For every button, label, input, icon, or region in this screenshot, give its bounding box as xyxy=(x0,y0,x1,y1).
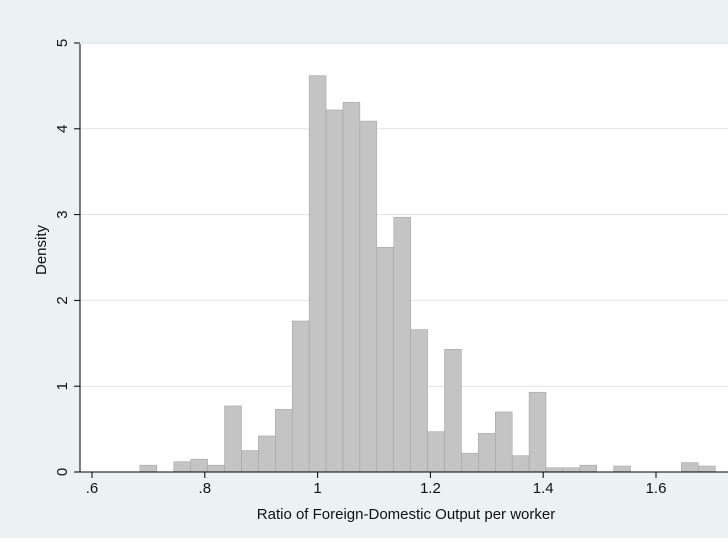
histogram-bar-28 xyxy=(698,465,716,473)
histogram-bar-21 xyxy=(511,455,530,473)
histogram-bar-19 xyxy=(478,433,496,473)
histogram-bar-4 xyxy=(224,405,242,473)
histogram-bar-25 xyxy=(579,464,598,473)
histogram-bar-22 xyxy=(528,391,547,473)
histogram-bar-12 xyxy=(359,120,378,473)
histogram-bar-1 xyxy=(173,461,191,473)
histogram-bar-18 xyxy=(461,452,479,473)
axes xyxy=(79,44,728,473)
histogram-bar-17 xyxy=(444,349,462,473)
x-tick-label: 1.2 xyxy=(420,480,441,497)
histogram-bar-16 xyxy=(427,431,445,473)
histogram-bar-10 xyxy=(325,109,344,473)
y-tick-label: 2 xyxy=(54,296,71,304)
y-tick-label: 4 xyxy=(54,125,71,133)
histogram-bar-20 xyxy=(495,411,513,473)
x-tick-label: .6 xyxy=(86,480,99,497)
histogram-bar-6 xyxy=(258,435,276,473)
axis-ticks: .6 .8 1 1.2 1.4 1.6 0 1 2 3 4 5 xyxy=(54,39,666,497)
x-tick-label: 1.4 xyxy=(533,480,554,497)
histogram-bar-7 xyxy=(275,409,293,473)
histogram-bar-23 xyxy=(545,467,564,473)
histogram-bar-0 xyxy=(139,464,158,473)
histogram-bar-9 xyxy=(308,75,327,473)
y-axis-label: Density xyxy=(33,224,50,275)
histogram-bar-26 xyxy=(613,465,631,473)
histogram-bar-2 xyxy=(190,458,208,473)
y-tick-label: 3 xyxy=(54,210,71,218)
x-tick-label: .8 xyxy=(199,480,212,497)
y-tick-label: 0 xyxy=(54,468,71,476)
y-tick-label: 5 xyxy=(54,39,71,47)
y-tick-label: 1 xyxy=(54,382,71,390)
histogram-bar-8 xyxy=(291,320,310,473)
histogram-bar-27 xyxy=(681,462,699,473)
histogram-bar-11 xyxy=(342,101,361,473)
histogram-bars xyxy=(139,75,716,473)
x-axis-label: Ratio of Foreign-Domestic Output per wor… xyxy=(257,506,555,523)
histogram-bar-15 xyxy=(410,329,428,473)
histogram-bar-13 xyxy=(376,246,394,473)
histogram-bar-3 xyxy=(207,464,225,473)
histogram-bar-5 xyxy=(241,450,259,473)
x-tick-label: 1.6 xyxy=(646,480,667,497)
histogram-bar-14 xyxy=(393,216,411,473)
histogram-bar-24 xyxy=(562,467,581,473)
x-tick-label: 1 xyxy=(313,480,321,497)
